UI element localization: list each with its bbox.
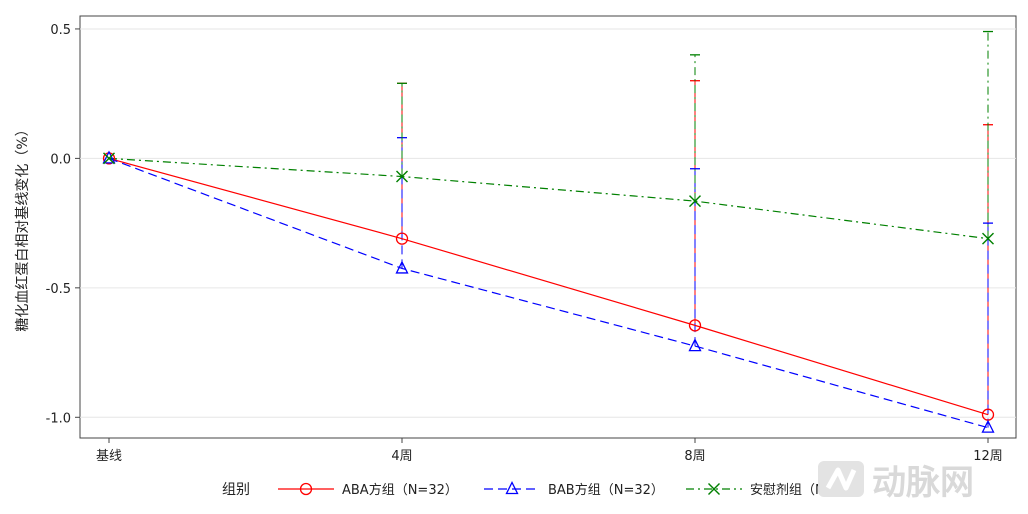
- x-marker: [689, 195, 701, 208]
- y-axis-title: 糖化血红蛋白相对基线变化（%）: [14, 122, 31, 331]
- series-line: [108, 157, 989, 429]
- x-tick-label: 8周: [684, 449, 705, 464]
- circle-marker: [395, 232, 409, 245]
- x-marker: [982, 232, 994, 245]
- series-lines: [108, 157, 989, 429]
- x-marker: [103, 152, 115, 165]
- x-tick-label: 基线: [96, 449, 122, 464]
- axes: 0.5 0.0 -0.5 -1.0 基线 4周 8周 12周: [46, 23, 1003, 464]
- watermark-text: 动脉网: [872, 463, 974, 503]
- circle-marker: [299, 482, 313, 496]
- x-tick-label: 4周: [391, 449, 412, 464]
- grid-lines: [80, 28, 1016, 418]
- series-line: [108, 157, 989, 416]
- x-tick-label: 12周: [973, 449, 1003, 464]
- triangle-marker: [981, 419, 995, 433]
- pulse-logo-icon: [818, 461, 864, 497]
- watermark: 动脉网: [818, 461, 974, 503]
- x-marker: [396, 170, 408, 183]
- x-marker: [708, 483, 720, 495]
- y-tick-label: 0.5: [50, 23, 71, 38]
- legend-label: ABA方组（N=32）: [342, 482, 458, 498]
- circle-marker: [688, 319, 702, 332]
- series-markers: [102, 150, 995, 433]
- x-marker-stroke: [689, 195, 701, 208]
- y-tick-label: 0.0: [50, 152, 71, 167]
- legend-title: 组别: [222, 482, 250, 498]
- triangle-marker: [505, 481, 519, 495]
- y-tick-label: -1.0: [46, 411, 71, 426]
- plot-frame: [79, 15, 1017, 439]
- x-marker-stroke: [396, 170, 408, 183]
- y-tick-label: -0.5: [46, 282, 71, 297]
- legend: 组别 ABA方组（N=32） BAB方组（N=32） 安慰剂组（N=31）: [222, 481, 865, 498]
- triangle-marker: [688, 338, 702, 352]
- x-marker-stroke: [982, 232, 994, 245]
- x-marker-stroke: [708, 483, 720, 495]
- x-marker-stroke: [103, 152, 115, 165]
- error-bars: [397, 30, 993, 428]
- triangle-marker: [102, 150, 116, 164]
- series-line: [108, 157, 989, 240]
- legend-label: BAB方组（N=32）: [548, 482, 664, 498]
- triangle-marker: [395, 260, 409, 274]
